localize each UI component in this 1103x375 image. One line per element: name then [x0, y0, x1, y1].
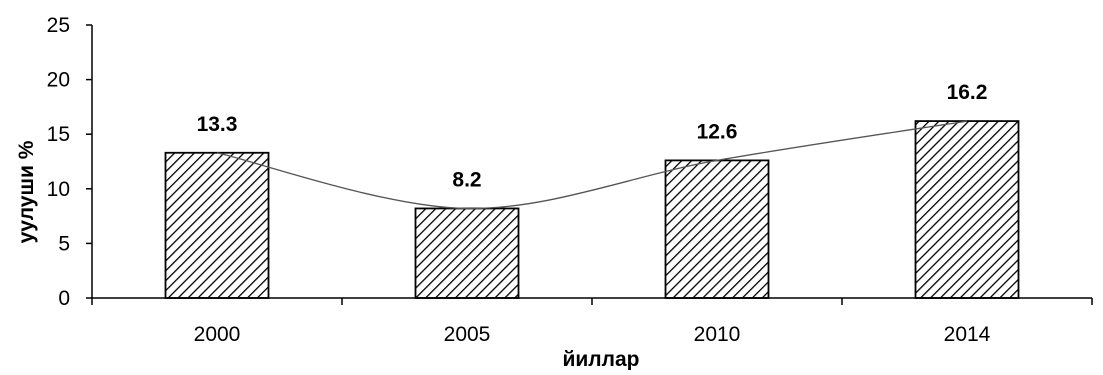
y-tick-label: 25: [47, 14, 70, 37]
x-axis-ticks: 2000 2005 2010 2014: [91, 298, 1093, 346]
y-axis-title: уулуши %: [15, 140, 38, 243]
data-labels: 13.3 8.2 12.6 16.2: [197, 81, 988, 191]
data-label-2005: 8.2: [452, 168, 481, 191]
y-tick-label: 0: [58, 287, 70, 310]
y-tick-label: 20: [47, 69, 70, 92]
bar-2005: [414, 207, 520, 299]
x-tick-label: 2014: [944, 323, 991, 346]
x-tick-label: 2010: [694, 323, 741, 346]
bar-2014: [914, 120, 1020, 299]
x-axis-title: йиллар: [562, 348, 639, 370]
trendline-layer: [216, 120, 968, 210]
x-tick-label: 2005: [444, 323, 491, 346]
data-label-2000: 13.3: [197, 113, 238, 136]
data-label-2014: 16.2: [947, 81, 988, 104]
data-label-2010: 12.6: [697, 120, 738, 143]
x-tick-label: 2000: [194, 323, 241, 346]
y-tick-label: 10: [47, 178, 70, 201]
y-tick-label: 15: [47, 123, 70, 146]
y-axis-ticks: 0 5 10 15 20 25: [47, 14, 92, 310]
bar-2010: [664, 159, 770, 299]
bars: [164, 120, 1020, 299]
trendline: [216, 120, 968, 210]
bar-2000: [164, 151, 270, 299]
y-tick-label: 5: [58, 232, 70, 255]
